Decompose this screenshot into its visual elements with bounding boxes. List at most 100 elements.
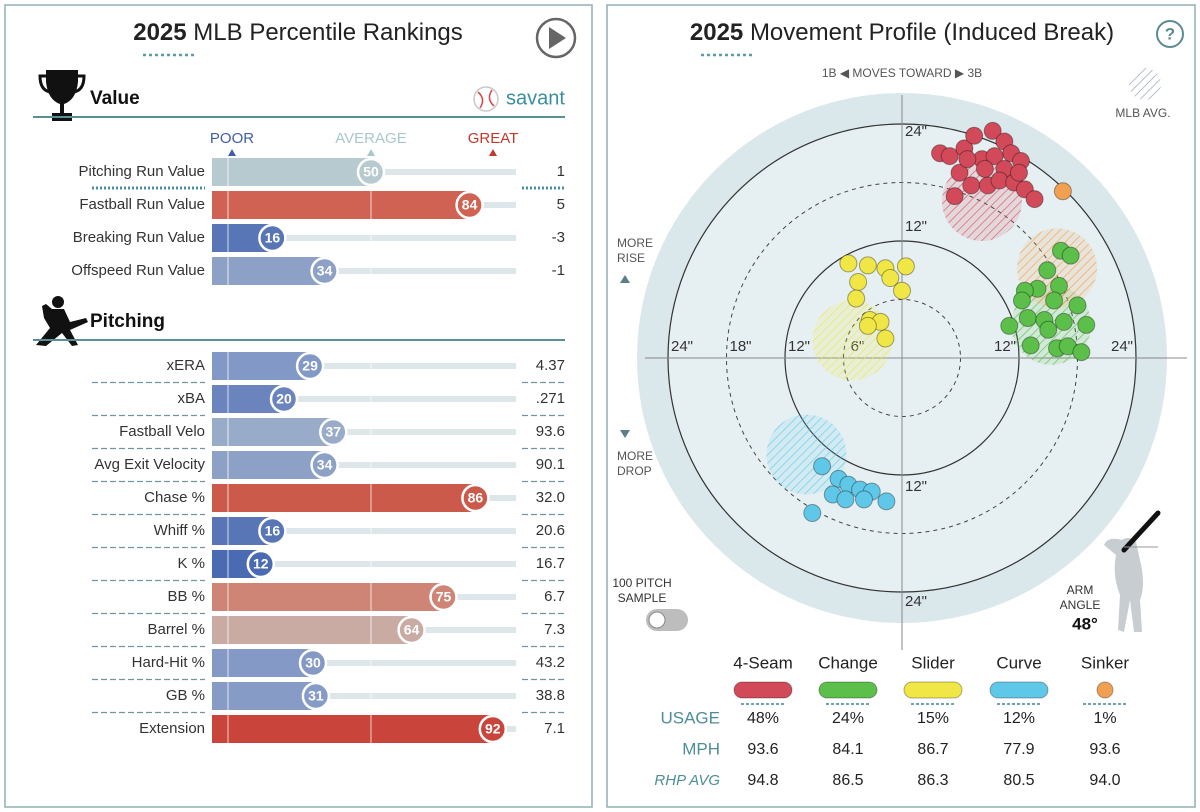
pitch-dot	[1053, 182, 1072, 201]
table-cell: 93.6	[747, 741, 778, 758]
metric-value: 6.7	[544, 588, 565, 605]
scale-marker	[228, 149, 236, 156]
percentile-label: 16	[265, 523, 281, 539]
track	[212, 363, 516, 369]
table-cell: 12%	[1003, 710, 1035, 727]
x-tick-label: 12"	[788, 338, 810, 355]
table-cell: 94.8	[747, 772, 778, 789]
trophy-icon	[38, 70, 86, 121]
x-tick-label: 24"	[1111, 338, 1133, 355]
scale-label: GREAT	[468, 130, 519, 147]
pitch-dot	[1000, 316, 1019, 335]
percentile-bar	[212, 451, 325, 479]
help-circle[interactable]	[1156, 20, 1184, 48]
percentile-dot	[310, 256, 339, 286]
table-cell: 1%	[1093, 710, 1116, 727]
pitch-name: Sinker	[1081, 653, 1130, 672]
savant-logo: savant	[473, 86, 565, 112]
track	[212, 693, 516, 699]
pitch-dot	[854, 490, 873, 509]
scale-marker	[367, 149, 375, 156]
table-row-label: RHP AVG	[654, 772, 720, 789]
pitch-dot	[1068, 296, 1087, 315]
play-icon[interactable]	[549, 27, 566, 49]
pitch-dot	[1021, 336, 1040, 355]
percentile-dot	[429, 582, 458, 612]
metric-label: Pitching Run Value	[79, 163, 205, 180]
pitch-dot	[1039, 320, 1058, 339]
percentile-dot	[258, 516, 287, 546]
toggle-knob[interactable]	[648, 611, 666, 629]
table-cell: 86.3	[917, 772, 948, 789]
metric-value: 1	[557, 163, 565, 180]
metric-label: K %	[177, 555, 205, 572]
percentile-bar	[212, 649, 313, 677]
arm-angle-label: ANGLE	[1060, 598, 1101, 612]
percentile-label: 16	[265, 230, 281, 246]
pitch-dot	[985, 147, 1004, 166]
direction-label: 1B ◀ MOVES TOWARD ▶ 3B	[822, 66, 982, 80]
percentile-bar	[212, 484, 476, 512]
percentile-label: 92	[485, 721, 501, 737]
scale-label: AVERAGE	[335, 130, 406, 147]
metric-label: Avg Exit Velocity	[94, 456, 205, 473]
percentile-dot	[258, 223, 287, 253]
metric-value: 43.2	[536, 654, 565, 671]
title-year: 2025	[133, 19, 186, 46]
help-button[interactable]: ?	[1156, 20, 1184, 48]
table-cell: 80.5	[1003, 772, 1034, 789]
pitch-dot	[1038, 261, 1057, 280]
right-title: 2025 Movement Profile (Induced Break)	[690, 19, 1114, 46]
metric-label: Whiff %	[154, 522, 205, 539]
percentile-dot	[478, 714, 508, 744]
pitch-dot	[813, 457, 832, 476]
track	[212, 660, 516, 666]
pitcher-figure	[1104, 537, 1143, 632]
arm-angle-value: 48°	[1072, 614, 1098, 633]
percentile-label: 29	[302, 358, 318, 374]
x-tick-label: 12"	[994, 338, 1016, 355]
help-icon[interactable]: ?	[1165, 24, 1175, 43]
metric-label: Breaking Run Value	[73, 229, 205, 246]
pitch-dot	[962, 176, 981, 195]
table-cell: 86.5	[832, 772, 863, 789]
trophy-handles	[38, 74, 86, 94]
metric-value: 7.1	[544, 720, 565, 737]
percentile-dot	[356, 157, 386, 187]
rise-arrow	[620, 275, 630, 283]
percentile-label: 64	[404, 622, 420, 638]
pitcher-head	[52, 296, 64, 308]
metric-value: 7.3	[544, 621, 565, 638]
percentile-label: 50	[363, 164, 379, 180]
x-tick-label: 18"	[729, 338, 751, 355]
pitch-dot	[958, 150, 977, 169]
metric-label: Chase %	[144, 489, 205, 506]
scale-label: POOR	[210, 130, 254, 147]
pitch-dot	[1045, 291, 1064, 310]
trophy-body	[46, 70, 78, 121]
pitch-swatch	[903, 681, 963, 699]
percentile-dot	[269, 384, 299, 414]
percentile-bar	[212, 257, 325, 285]
title-text: MLB Percentile Rankings	[193, 19, 462, 46]
pitch-dot	[881, 269, 900, 288]
sample-label: SAMPLE	[618, 591, 667, 605]
scale-marker	[489, 149, 497, 156]
table-cell: 48%	[747, 710, 779, 727]
metric-value: 93.6	[536, 423, 565, 440]
metric-value: 5	[557, 196, 565, 213]
percentile-bar	[212, 191, 470, 219]
title-text: Movement Profile (Induced Break)	[750, 19, 1114, 46]
play-button[interactable]	[535, 17, 577, 59]
track	[212, 429, 516, 435]
percentile-bar	[212, 158, 371, 186]
table-cell: 15%	[917, 710, 949, 727]
metric-value: -1	[552, 262, 565, 279]
percentile-dot	[397, 615, 426, 645]
track	[212, 462, 516, 468]
pitch-dot	[803, 504, 822, 523]
y-tick-label: 12"	[905, 218, 927, 235]
table-cell: 94.0	[1089, 772, 1120, 789]
